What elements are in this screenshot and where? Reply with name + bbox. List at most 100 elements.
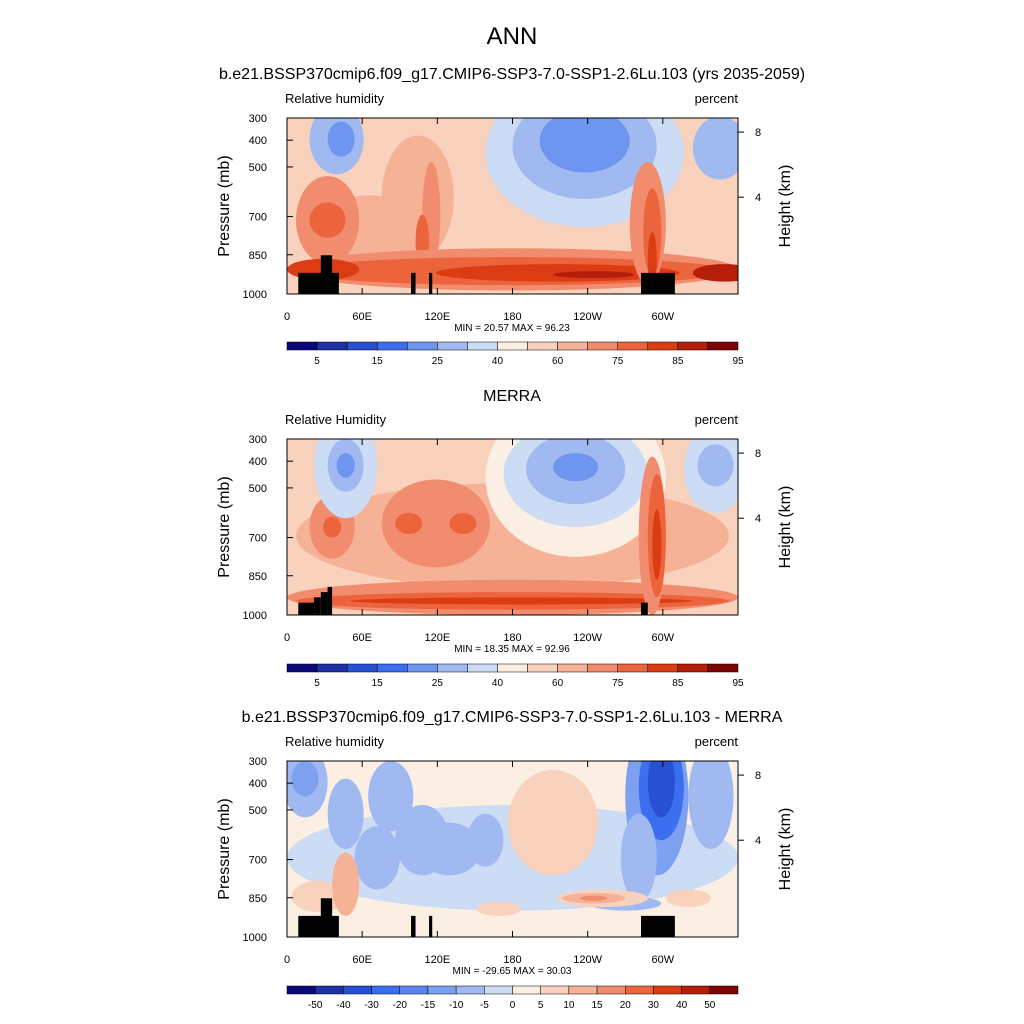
- colorbar-swatch: [484, 985, 513, 995]
- colorbar-label: 0: [510, 1000, 516, 1011]
- x-tick-label: 120E: [424, 632, 450, 644]
- panel-title: b.e21.BSSP370cmip6.f09_g17.CMIP6-SSP3-7.…: [219, 66, 805, 83]
- contour-region: [647, 761, 675, 818]
- colorbar-swatch: [568, 985, 598, 995]
- topography-mask: [320, 592, 328, 615]
- colorbar-label: -40: [336, 1000, 351, 1011]
- y-right-tick-label: 8: [755, 770, 761, 782]
- contour-field: [287, 439, 738, 615]
- topography-mask: [429, 915, 433, 937]
- y-right-tick-label: 4: [755, 192, 761, 204]
- y-tick-label: 850: [249, 250, 267, 262]
- colorbar-swatch: [512, 985, 541, 995]
- colorbar-swatch: [617, 663, 649, 673]
- colorbar-swatch: [707, 341, 739, 351]
- min-max-stats: MIN = -29.65 MAX = 30.03: [453, 966, 572, 977]
- y-tick-label: 850: [249, 571, 267, 583]
- contour-region: [467, 813, 504, 867]
- colorbar-swatch: [455, 985, 485, 995]
- colorbar-label: 40: [676, 1000, 688, 1011]
- y-tick-label: 700: [249, 212, 267, 224]
- colorbar-swatch: [286, 341, 318, 351]
- y-tick-label: 850: [249, 893, 267, 905]
- y-tick-label: 1000: [243, 289, 267, 301]
- colorbar-swatch: [596, 985, 626, 995]
- colorbar-swatch: [346, 663, 378, 673]
- colorbar-swatch: [557, 341, 588, 351]
- colorbar-swatch: [399, 985, 429, 995]
- contour-region: [291, 761, 319, 797]
- y-tick-label: 300: [249, 756, 267, 768]
- colorbar: 5 15 25 40 60 75 85 95: [286, 341, 744, 367]
- x-tick-label: 0: [284, 632, 290, 644]
- colorbar-swatch: [467, 663, 498, 673]
- y-tick-label: 400: [249, 778, 267, 790]
- colorbar-label: -50: [308, 1000, 323, 1011]
- contour-region: [620, 813, 657, 902]
- y-right-tick-label: 8: [755, 448, 761, 460]
- colorbar-label: 30: [648, 1000, 660, 1011]
- contour-field: [287, 118, 738, 294]
- y-axis-title: Pressure (mb): [216, 798, 233, 899]
- colorbar-swatch: [707, 663, 739, 673]
- right-label: percent: [695, 734, 739, 749]
- y-right-axis-title: Height (km): [777, 808, 794, 891]
- topography-mask: [298, 915, 339, 937]
- panel-title: MERRA: [483, 388, 541, 405]
- contour-region: [688, 761, 734, 849]
- y-tick-label: 1000: [243, 932, 267, 944]
- contour-region: [350, 597, 693, 605]
- colorbar-label: 15: [372, 356, 384, 367]
- colorbar-label: -10: [449, 1000, 464, 1011]
- colorbar-swatch: [497, 341, 528, 351]
- colorbar-label: 85: [672, 678, 684, 689]
- colorbar-label: 5: [314, 678, 320, 689]
- colorbar-swatch: [437, 663, 468, 673]
- colorbar-swatch: [316, 663, 348, 673]
- contour-region: [354, 826, 400, 890]
- colorbar-swatch: [709, 985, 739, 995]
- contour-region: [381, 479, 490, 568]
- colorbar-swatch: [677, 341, 709, 351]
- colorbar: 5 15 25 40 60 75 85 95: [286, 663, 744, 689]
- colorbar-label: -30: [364, 1000, 379, 1011]
- colorbar-swatch: [647, 341, 679, 351]
- topography-mask: [641, 915, 675, 937]
- contour-region: [580, 895, 608, 901]
- colorbar-swatch: [527, 663, 558, 673]
- contour-region: [692, 264, 738, 282]
- colorbar-label: 60: [552, 356, 564, 367]
- colorbar-label: 5: [538, 1000, 544, 1011]
- colorbar-swatch: [587, 663, 618, 673]
- min-max-stats: MIN = 18.35 MAX = 92.96: [454, 644, 570, 655]
- contour-region: [327, 778, 364, 849]
- x-tick-label: 60W: [652, 632, 675, 644]
- colorbar-swatch: [371, 985, 400, 995]
- topography-mask: [298, 272, 339, 294]
- colorbar-label: -20: [393, 1000, 408, 1011]
- y-right-tick-label: 4: [755, 835, 761, 847]
- contour-region: [652, 509, 662, 580]
- colorbar-label: 75: [612, 678, 624, 689]
- contour-region: [323, 516, 342, 538]
- contour-region: [449, 512, 477, 535]
- colorbar-swatch: [407, 341, 438, 351]
- colorbar-label: -5: [480, 1000, 489, 1011]
- contour-region: [553, 453, 599, 482]
- topography-mask: [327, 586, 333, 615]
- colorbar-label: 5: [314, 356, 320, 367]
- panel-title: b.e21.BSSP370cmip6.f09_g17.CMIP6-SSP3-7.…: [242, 709, 783, 726]
- min-max-stats: MIN = 20.57 MAX = 96.23: [454, 323, 570, 334]
- y-right-axis-title: Height (km): [777, 486, 794, 569]
- colorbar-swatch: [286, 663, 318, 673]
- y-tick-label: 700: [249, 533, 267, 545]
- y-tick-label: 400: [249, 135, 267, 147]
- y-axis-title: Pressure (mb): [216, 476, 233, 577]
- x-tick-label: 180: [503, 954, 521, 966]
- contour-region: [553, 271, 635, 279]
- colorbar-swatch: [407, 663, 438, 673]
- colorbar-label: 60: [552, 678, 564, 689]
- y-tick-label: 500: [249, 162, 267, 174]
- y-right-tick-label: 4: [755, 513, 761, 525]
